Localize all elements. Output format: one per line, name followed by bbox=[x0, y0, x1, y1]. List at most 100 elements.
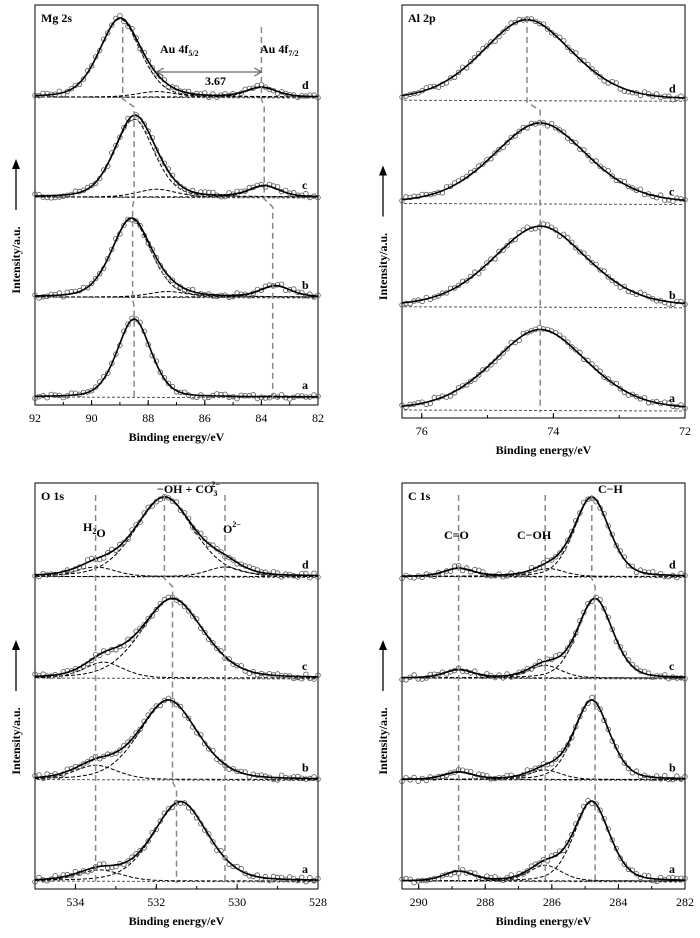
fit-curve bbox=[34, 699, 318, 780]
data-point bbox=[145, 128, 151, 134]
data-point bbox=[573, 245, 579, 251]
annotation-label: C−OH bbox=[517, 528, 552, 542]
data-point bbox=[125, 321, 131, 327]
peak-guide-line bbox=[526, 17, 541, 412]
data-point bbox=[678, 675, 684, 681]
data-point bbox=[476, 372, 482, 378]
fit-curve bbox=[401, 122, 686, 201]
series-label: d bbox=[302, 558, 309, 572]
data-point bbox=[84, 759, 91, 765]
separation-arrow-head-right bbox=[254, 67, 263, 77]
data-point bbox=[88, 388, 95, 394]
data-point bbox=[544, 26, 551, 32]
data-point bbox=[504, 139, 510, 146]
data-point bbox=[88, 182, 95, 189]
annotation-label: Au 4f7/2 bbox=[260, 42, 299, 58]
data-point bbox=[399, 402, 405, 408]
data-point bbox=[52, 571, 58, 578]
data-point bbox=[621, 760, 628, 766]
annotation-label: 3.67 bbox=[205, 74, 226, 88]
data-point bbox=[504, 573, 510, 579]
data-point bbox=[658, 776, 664, 782]
data-point bbox=[32, 773, 38, 779]
data-point bbox=[500, 29, 506, 35]
data-point bbox=[508, 570, 514, 576]
peak-guide-line bbox=[163, 495, 178, 883]
data-point bbox=[609, 173, 615, 179]
data-point bbox=[496, 672, 502, 678]
data-point bbox=[504, 25, 510, 31]
fit-curve bbox=[35, 318, 318, 398]
component-curve bbox=[34, 496, 318, 577]
data-point bbox=[504, 346, 510, 352]
data-point bbox=[169, 84, 176, 90]
component-curve bbox=[402, 568, 685, 577]
spectrum-d: d bbox=[32, 494, 321, 581]
data-point bbox=[274, 874, 281, 881]
data-point bbox=[125, 858, 131, 864]
data-point bbox=[419, 298, 425, 305]
data-point bbox=[274, 570, 281, 576]
data-point bbox=[617, 753, 623, 759]
data-point bbox=[262, 873, 269, 880]
data-point bbox=[210, 91, 216, 97]
component-curve bbox=[35, 290, 318, 298]
data-point bbox=[88, 280, 95, 287]
data-point bbox=[149, 65, 155, 71]
data-point bbox=[262, 395, 269, 401]
x-axis-label: Binding energy/eV bbox=[129, 430, 225, 444]
data-point bbox=[480, 161, 486, 167]
intensity-arrow-head bbox=[12, 640, 20, 650]
spectrum-c: c bbox=[32, 112, 321, 201]
data-point bbox=[246, 392, 252, 399]
background-line bbox=[403, 99, 684, 102]
data-point bbox=[210, 640, 216, 646]
intensity-arrow-head bbox=[379, 640, 387, 650]
data-point bbox=[153, 606, 159, 613]
spectrum-a: a bbox=[32, 315, 321, 402]
data-point bbox=[105, 256, 111, 262]
data-point bbox=[403, 404, 409, 410]
data-point bbox=[32, 573, 38, 579]
data-point bbox=[605, 274, 611, 280]
x-tick-label: 90 bbox=[86, 411, 98, 425]
x-tick-label: 92 bbox=[29, 411, 41, 425]
fit-curve bbox=[34, 114, 318, 198]
data-point bbox=[258, 181, 265, 188]
data-point bbox=[500, 350, 506, 356]
data-point bbox=[512, 774, 518, 781]
data-point bbox=[80, 76, 87, 82]
fit-curve bbox=[35, 17, 318, 98]
data-point bbox=[40, 294, 46, 300]
data-point bbox=[145, 838, 151, 844]
spectrum-b: b bbox=[399, 221, 688, 309]
data-point bbox=[96, 271, 103, 277]
panel-title: Al 2p bbox=[408, 11, 436, 25]
x-tick-label: 76 bbox=[416, 424, 428, 438]
data-point bbox=[565, 645, 571, 651]
data-point bbox=[92, 180, 99, 186]
data-point bbox=[173, 180, 180, 186]
data-point bbox=[230, 293, 236, 300]
data-point bbox=[202, 629, 208, 636]
component-curve bbox=[35, 90, 318, 98]
series-label: c bbox=[669, 185, 675, 199]
plot-frame bbox=[401, 482, 686, 890]
data-point bbox=[625, 866, 632, 872]
x-tick-label: 286 bbox=[543, 895, 561, 909]
data-point bbox=[654, 194, 660, 201]
background-line bbox=[36, 880, 317, 883]
data-point bbox=[455, 69, 462, 75]
data-point bbox=[585, 496, 591, 502]
data-point bbox=[633, 393, 640, 400]
data-point bbox=[141, 121, 147, 127]
y-axis-label: Intensity/a.u. bbox=[9, 707, 23, 774]
data-point bbox=[480, 673, 486, 680]
data-point bbox=[210, 293, 216, 299]
component-curve bbox=[401, 771, 685, 780]
data-point bbox=[565, 839, 571, 846]
spectrum-c: c bbox=[399, 119, 688, 205]
x-tick-label: 72 bbox=[679, 424, 691, 438]
background-line bbox=[403, 203, 684, 205]
